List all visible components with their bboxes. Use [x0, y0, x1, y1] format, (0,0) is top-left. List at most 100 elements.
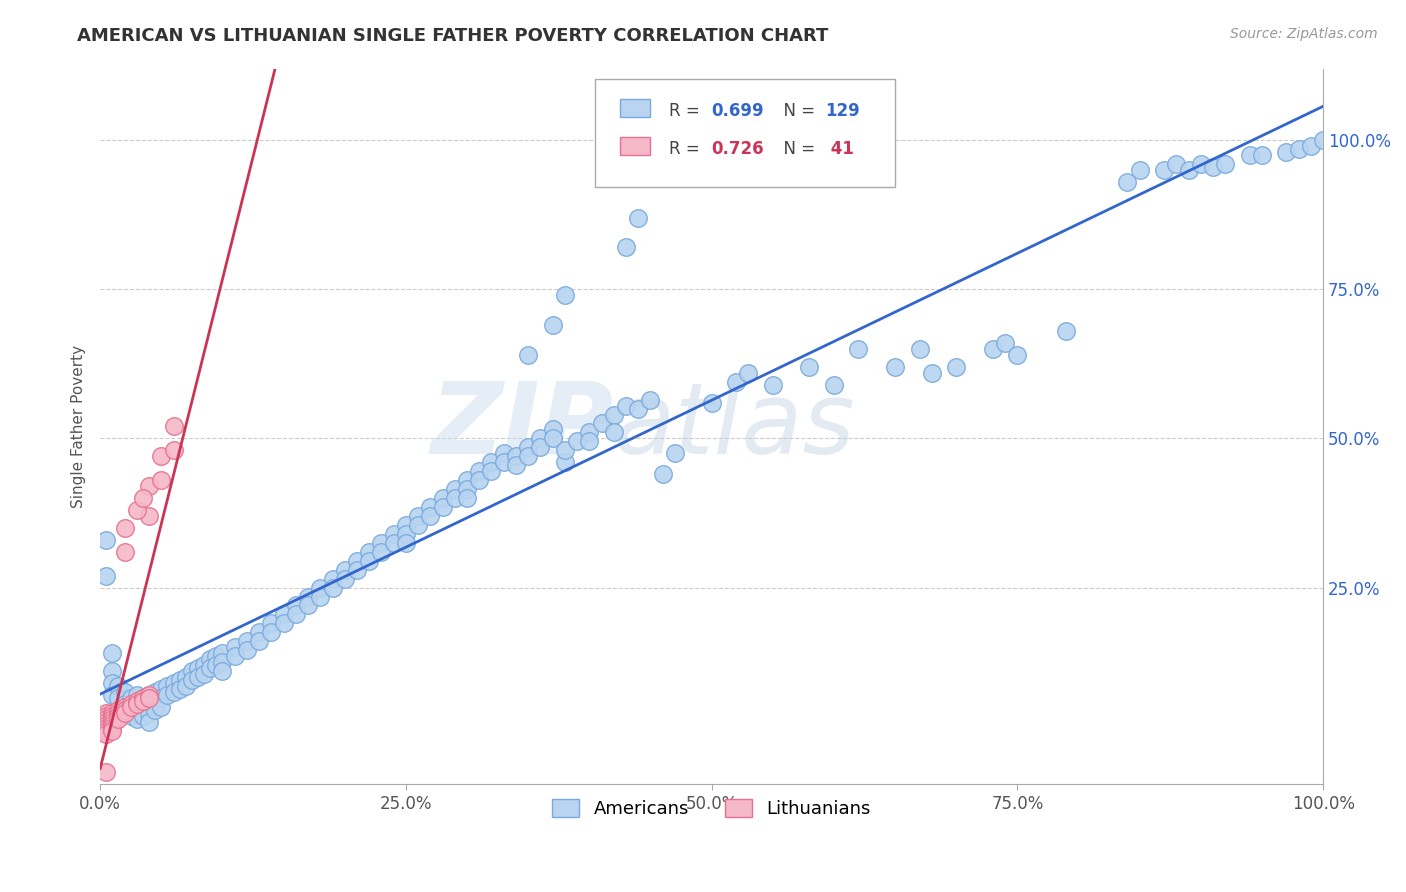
Point	[565, 434, 588, 449]
Point	[921, 366, 943, 380]
Text: ZIP: ZIP	[430, 378, 614, 475]
Point	[125, 694, 148, 708]
Point	[382, 526, 405, 541]
Point	[247, 634, 270, 648]
Point	[260, 625, 283, 640]
Point	[505, 450, 527, 464]
Point	[125, 706, 148, 720]
Point	[395, 517, 418, 532]
Point	[627, 211, 650, 225]
Point	[640, 392, 662, 407]
Point	[162, 676, 184, 690]
Point	[492, 455, 515, 469]
Point	[96, 718, 118, 732]
Point	[193, 667, 215, 681]
Point	[1129, 163, 1152, 178]
Point	[224, 649, 246, 664]
Point	[101, 676, 124, 690]
Bar	[620, 137, 651, 155]
Point	[1116, 175, 1139, 189]
Point	[541, 318, 564, 332]
Point	[370, 545, 392, 559]
Point	[981, 342, 1004, 356]
Point	[101, 721, 124, 735]
Point	[1007, 348, 1029, 362]
Point	[578, 425, 600, 440]
Point	[627, 401, 650, 416]
Point	[247, 625, 270, 640]
Point	[193, 658, 215, 673]
Point	[481, 455, 503, 469]
Point	[200, 661, 222, 675]
Point	[132, 699, 155, 714]
Point	[224, 640, 246, 655]
Point	[169, 673, 191, 687]
Point	[737, 366, 759, 380]
FancyBboxPatch shape	[596, 79, 896, 186]
Point	[1202, 160, 1225, 174]
Point	[114, 697, 136, 711]
Point	[492, 446, 515, 460]
Point	[333, 563, 356, 577]
Point	[101, 706, 124, 720]
Point	[101, 646, 124, 660]
Point	[614, 240, 637, 254]
Point	[114, 521, 136, 535]
Point	[1177, 163, 1199, 178]
Point	[432, 500, 454, 514]
Point	[406, 508, 429, 523]
Point	[1054, 324, 1077, 338]
Point	[138, 714, 160, 729]
Point	[96, 706, 118, 720]
Point	[529, 431, 551, 445]
Point	[236, 634, 259, 648]
Point	[138, 697, 160, 711]
Point	[96, 721, 118, 735]
Point	[994, 335, 1017, 350]
Point	[1213, 157, 1236, 171]
Point	[101, 723, 124, 738]
Text: 0.699: 0.699	[711, 103, 765, 120]
Point	[432, 491, 454, 505]
Point	[211, 646, 233, 660]
Point	[945, 359, 967, 374]
Point	[664, 446, 686, 460]
Point	[125, 697, 148, 711]
Point	[1312, 133, 1334, 147]
Point	[725, 375, 748, 389]
Point	[456, 473, 478, 487]
Point	[138, 690, 160, 705]
Point	[578, 434, 600, 449]
Point	[541, 431, 564, 445]
Point	[419, 508, 441, 523]
Text: R =: R =	[669, 140, 704, 158]
Point	[143, 694, 166, 708]
Point	[419, 500, 441, 514]
Point	[132, 708, 155, 723]
Point	[101, 718, 124, 732]
Point	[505, 458, 527, 473]
Point	[114, 685, 136, 699]
Point	[1239, 148, 1261, 162]
Point	[107, 708, 129, 723]
Point	[517, 450, 540, 464]
Point	[260, 616, 283, 631]
Point	[132, 491, 155, 505]
Point	[908, 342, 931, 356]
Point	[1275, 145, 1298, 159]
Point	[125, 712, 148, 726]
Point	[359, 545, 381, 559]
Point	[297, 590, 319, 604]
Point	[101, 708, 124, 723]
Point	[211, 664, 233, 678]
Point	[169, 681, 191, 696]
Point	[150, 681, 173, 696]
Point	[591, 417, 613, 431]
Point	[333, 572, 356, 586]
Point	[468, 473, 491, 487]
Point	[143, 685, 166, 699]
Point	[150, 690, 173, 705]
Point	[107, 712, 129, 726]
Point	[107, 679, 129, 693]
Point	[125, 503, 148, 517]
